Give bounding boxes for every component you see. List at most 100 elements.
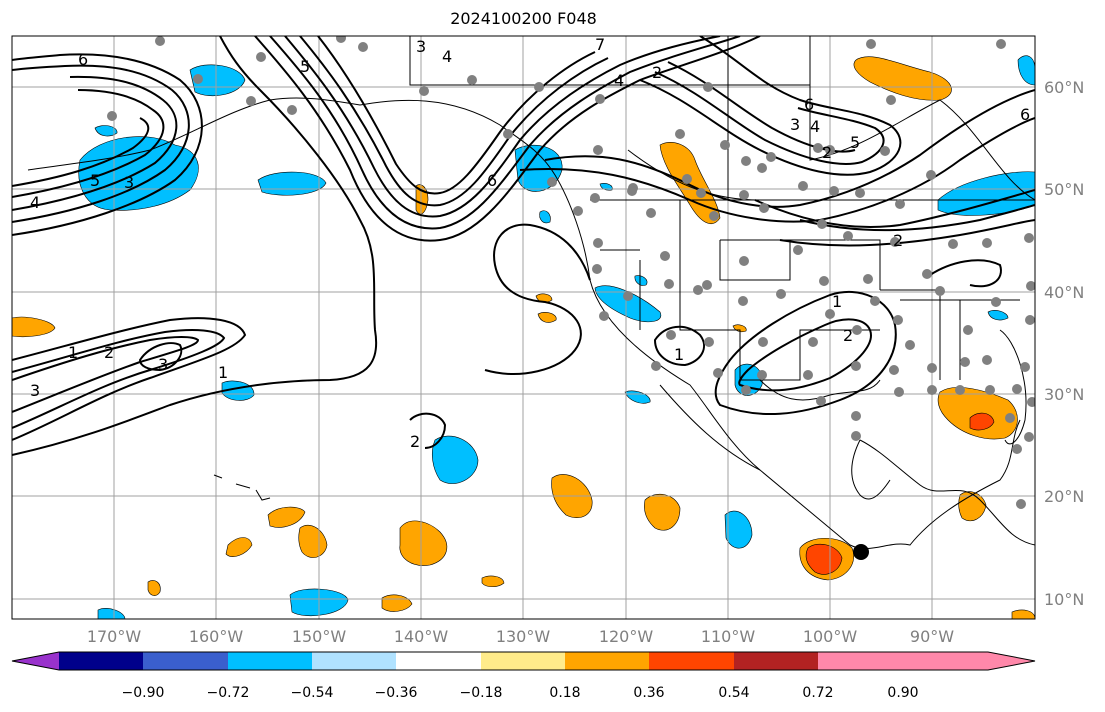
neg-area <box>189 64 246 96</box>
colorbar: −0.90 −0.72 −0.54 −0.36 −0.18 0.18 0.36 … <box>11 651 1036 701</box>
contour-label: 5 <box>90 171 100 190</box>
lon-tick-label: 90°W <box>910 627 954 646</box>
contour-label: 3 <box>124 173 134 192</box>
colorbar-extend-low <box>12 652 59 670</box>
contour-label: 3 <box>790 115 800 134</box>
lon-axis: 170°W 160°W 150°W 140°W 130°W 120°W 110°… <box>87 627 954 646</box>
contour-label: 1 <box>832 292 842 311</box>
pos-area <box>537 312 557 323</box>
contour-label: 4 <box>442 47 452 66</box>
neg-area <box>78 136 199 211</box>
lon-tick-label: 150°W <box>292 627 347 646</box>
pos-area <box>481 575 505 588</box>
colorbar-tick-label: 0.72 <box>802 685 833 701</box>
coastlines <box>27 36 1035 549</box>
lat-tick-label: 50°N <box>1044 180 1084 199</box>
contour-label: 6 <box>804 95 814 114</box>
contour-label: 2 <box>104 343 114 362</box>
contour-label: 5 <box>850 133 860 152</box>
pos-area <box>1011 609 1035 619</box>
colorbar-outline <box>11 651 1036 671</box>
contour-label: 3 <box>30 381 40 400</box>
neg-area <box>594 285 662 323</box>
neg-area <box>987 310 1009 321</box>
contour-label: 2 <box>843 326 853 345</box>
highlight-marker <box>853 544 869 560</box>
lat-tick-label: 30°N <box>1044 385 1084 404</box>
neg-area <box>937 171 1035 216</box>
contour-label: 2 <box>893 231 903 250</box>
neg-area <box>539 210 551 224</box>
contour-label: 2 <box>652 63 662 82</box>
colorbar-segment <box>143 652 228 670</box>
colorbar-tick-label: 0.18 <box>549 685 580 701</box>
lat-tick-label: 40°N <box>1044 283 1084 302</box>
lon-tick-label: 160°W <box>189 627 244 646</box>
colorbar-tick-label: 0.54 <box>718 685 749 701</box>
contour-labels: 6 5 3 4 1 2 3 3 1 2 3 4 5 6 7 2 4 6 5 4 … <box>30 35 1030 451</box>
contour-label: 7 <box>595 35 605 54</box>
contour-label: 4 <box>30 193 40 212</box>
neg-area <box>1017 55 1035 86</box>
colorbar-segment <box>481 652 566 670</box>
lat-tick-label: 60°N <box>1044 78 1084 97</box>
contour-label: 1 <box>218 363 228 382</box>
colorbar-tick-label: 0.36 <box>633 685 664 701</box>
lon-tick-label: 130°W <box>496 627 551 646</box>
colorbar-tick-label: −0.72 <box>207 685 250 701</box>
lon-tick-label: 170°W <box>87 627 142 646</box>
contour-label: 2 <box>410 432 420 451</box>
neg-area <box>634 275 648 286</box>
map-frame <box>11 35 1036 620</box>
pos-area <box>12 316 56 338</box>
colorbar-extend-high <box>903 652 1035 670</box>
pos-area <box>225 537 253 557</box>
contour-lines <box>12 36 1035 456</box>
map-title: 2024100200 F048 <box>450 9 597 28</box>
lat-tick-label: 10°N <box>1044 590 1084 609</box>
colorbar-segment <box>734 652 819 670</box>
colorbar-tick-label: −0.36 <box>375 685 418 701</box>
contour-label: 3 <box>416 37 426 56</box>
colorbar-segment <box>818 652 903 670</box>
colorbar-segment <box>59 652 144 670</box>
graticule <box>12 36 1035 619</box>
lon-tick-label: 140°W <box>394 627 449 646</box>
strong-pos-area <box>969 412 995 431</box>
pos-area <box>267 506 306 528</box>
contour-label: 4 <box>614 71 624 90</box>
colorbar-tick-label: −0.54 <box>291 685 334 701</box>
neg-area <box>97 608 126 619</box>
colorbar-segment <box>228 652 313 670</box>
neg-area <box>94 125 118 137</box>
lon-tick-label: 100°W <box>803 627 858 646</box>
colorbar-tick-label: −0.90 <box>122 685 165 701</box>
contour-label: 5 <box>300 57 310 76</box>
contour-label: 4 <box>810 117 820 136</box>
colorbar-segment <box>565 652 650 670</box>
strong-pos-area <box>805 543 843 575</box>
colorbar-tick-label: 0.90 <box>887 685 918 701</box>
station-markers <box>107 36 1035 509</box>
colorbar-segment <box>312 652 397 670</box>
neg-area <box>431 435 479 484</box>
contour-label: 1 <box>674 345 684 364</box>
pos-area <box>644 493 681 531</box>
contour-label: 6 <box>487 171 497 190</box>
contour-label: 2 <box>822 143 832 162</box>
contour-label: 6 <box>1020 105 1030 124</box>
contour-label: 6 <box>78 50 88 69</box>
pos-area <box>147 580 161 596</box>
lat-tick-label: 20°N <box>1044 487 1084 506</box>
colorbar-segment <box>396 652 481 670</box>
neg-area <box>724 510 753 549</box>
contour-label: 1 <box>68 343 78 362</box>
contour-label: 3 <box>158 355 168 374</box>
lat-axis: 60°N 50°N 40°N 30°N 20°N 10°N <box>1044 78 1084 609</box>
colorbar-segment <box>649 652 734 670</box>
colorbar-tick-label: −0.18 <box>460 685 503 701</box>
lon-tick-label: 120°W <box>599 627 654 646</box>
pos-area <box>298 524 328 558</box>
lon-tick-label: 110°W <box>701 627 756 646</box>
